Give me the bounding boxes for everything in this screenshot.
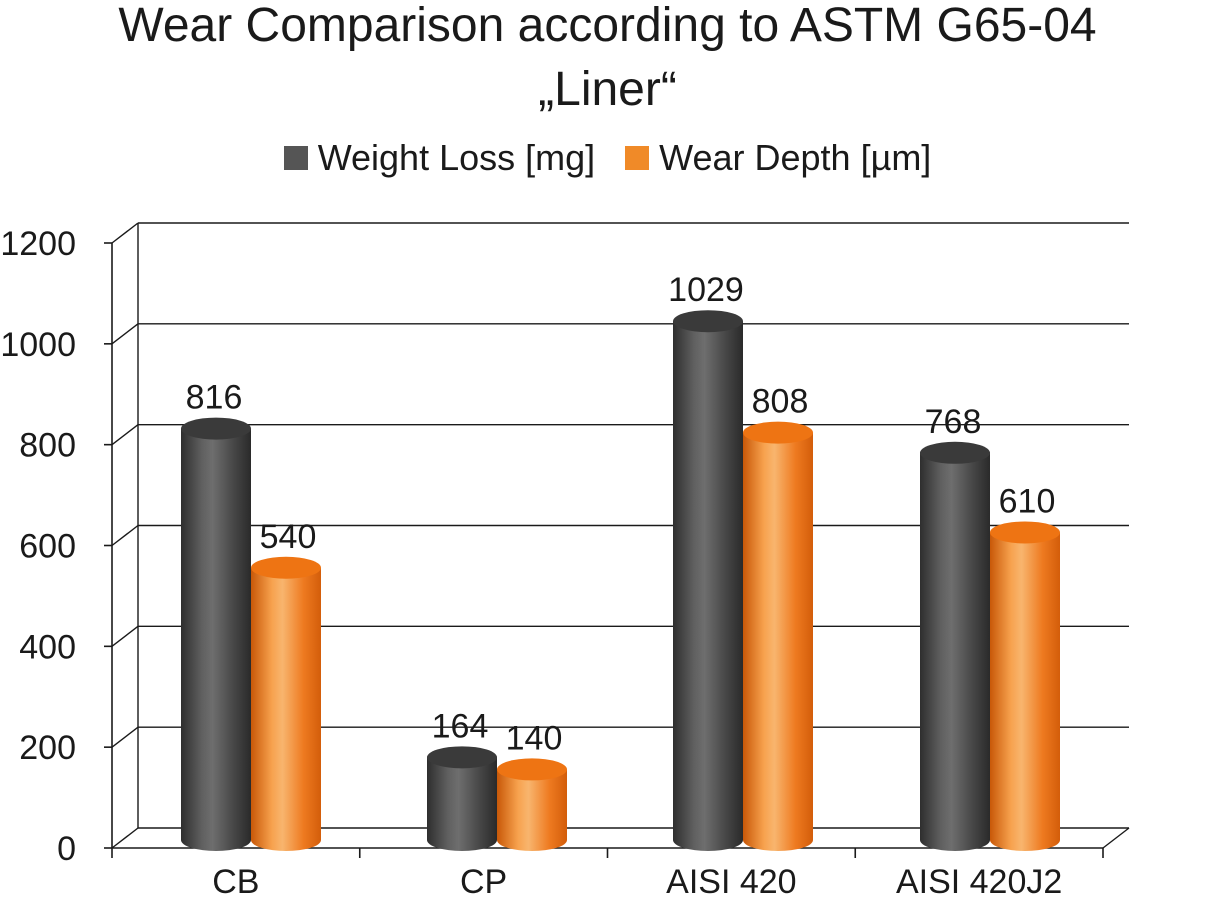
bar-weight-loss: [427, 746, 497, 851]
x-tick-label: AISI 420: [666, 863, 796, 900]
bar-base: [497, 829, 567, 851]
x-tick-label: CP: [460, 863, 507, 900]
bar-body: [743, 432, 813, 840]
chart-title-line-2: „Liner“: [538, 63, 677, 116]
bar-wear-depth: [990, 521, 1060, 851]
data-label: 164: [432, 707, 489, 745]
bar-base: [427, 829, 497, 851]
gridline-side: [111, 222, 139, 244]
legend-label-weight-loss: Weight Loss [mg]: [317, 137, 596, 178]
y-tick-label: 200: [19, 729, 76, 767]
y-tick-label: 600: [19, 528, 76, 566]
bar-top: [497, 758, 567, 781]
bar-base: [181, 829, 251, 851]
data-label: 808: [752, 383, 809, 421]
bar-body: [251, 567, 321, 840]
bar-body: [673, 321, 743, 840]
gridline-side: [111, 726, 139, 748]
bar-top: [920, 441, 990, 464]
bar-weight-loss: [181, 417, 251, 851]
legend-label-wear-depth: Wear Depth [µm]: [659, 137, 932, 178]
bar-top: [181, 417, 251, 440]
bar-base: [251, 829, 321, 851]
gridline-side: [111, 424, 139, 446]
bar-wear-depth: [743, 421, 813, 851]
data-label: 816: [186, 379, 243, 417]
data-label: 540: [260, 518, 317, 556]
y-tick-label: 800: [19, 427, 76, 465]
bar-body: [181, 428, 251, 840]
bar-base: [990, 829, 1060, 851]
gridline-side: [111, 625, 139, 647]
bar-top: [427, 746, 497, 769]
bar-base: [673, 829, 743, 851]
chart-legend: Weight Loss [mg] Wear Depth [µm]: [0, 138, 1215, 178]
bar-body: [497, 769, 567, 840]
legend-item-wear-depth: Wear Depth [µm]: [625, 138, 931, 178]
bar-top: [251, 556, 321, 579]
legend-swatch-weight-loss: [283, 146, 308, 170]
x-tick-label: CB: [212, 863, 259, 900]
bar-weight-loss: [920, 441, 990, 851]
bar-body: [990, 532, 1060, 840]
bar-wear-depth: [251, 556, 321, 851]
data-label: 140: [506, 719, 563, 757]
bar-base: [920, 829, 990, 851]
bar-wear-depth: [497, 758, 567, 851]
bar-weight-loss: [673, 310, 743, 851]
floor-edge: [1102, 827, 1130, 849]
x-tick-label: AISI 420J2: [896, 863, 1062, 900]
data-label: 610: [999, 482, 1056, 520]
bar-base: [743, 829, 813, 851]
bar-body: [920, 452, 990, 840]
y-tick-label: 0: [57, 830, 76, 868]
gridline-side: [111, 827, 139, 849]
y-tick-label: 1000: [0, 326, 76, 364]
bar-top: [743, 421, 813, 444]
legend-item-weight-loss: Weight Loss [mg]: [283, 137, 596, 178]
gridline-side: [111, 524, 139, 547]
data-label: 1029: [668, 271, 744, 309]
bar-top: [673, 310, 743, 333]
data-label: 768: [925, 403, 982, 441]
bar-top: [990, 521, 1060, 544]
chart-title-line-1: Wear Comparison according to ASTM G65-04: [118, 0, 1097, 52]
y-tick-label: 400: [19, 628, 76, 666]
gridline-side: [111, 323, 139, 345]
bar-body: [427, 757, 497, 840]
legend-swatch-wear-depth: [625, 146, 650, 170]
y-tick-label: 1200: [0, 225, 76, 263]
